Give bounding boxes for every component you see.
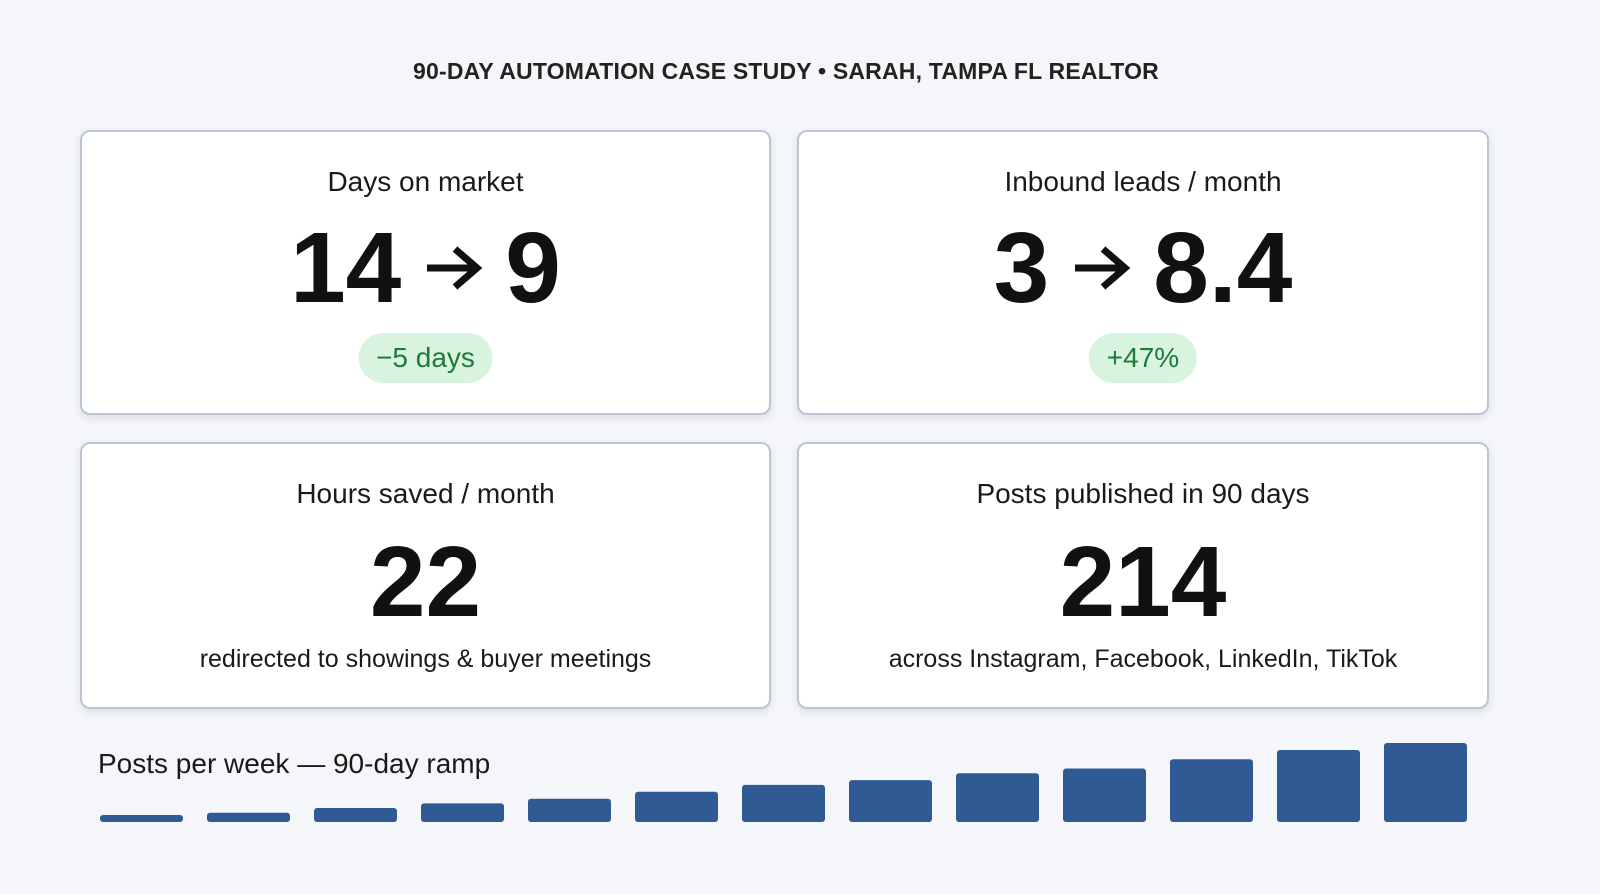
card-value: 214 (1059, 526, 1227, 638)
kpi-card: Posts published in 90 days 214 across In… (797, 442, 1489, 709)
card-value: 14 9 (82, 218, 769, 318)
bar (1384, 743, 1467, 822)
card-label: Hours saved / month (296, 478, 555, 509)
card-label: Posts published in 90 days (976, 478, 1310, 509)
bar (956, 773, 1039, 822)
bar (849, 780, 932, 822)
card-note: redirected to showings & buyer meetings (199, 645, 652, 673)
card-value: 3 8.4 (799, 218, 1487, 318)
kpi-card: Inbound leads / month 3 8.4 +47% (797, 130, 1489, 415)
arrow-icon (1075, 246, 1131, 290)
to-value: 8.4 (1153, 212, 1293, 324)
arrow-icon (427, 246, 483, 290)
to-value: 9 (505, 212, 561, 324)
page-title: 90-DAY AUTOMATION CASE STUDY • SARAH, TA… (413, 58, 1159, 84)
from-value: 14 (290, 212, 402, 324)
card-value: 22 (369, 526, 482, 638)
card-note: across Instagram, Facebook, LinkedIn, Ti… (888, 645, 1398, 673)
bar (100, 815, 183, 822)
from-value: 3 (993, 212, 1050, 324)
change-badge: −5 days (358, 333, 493, 383)
bar (421, 803, 504, 822)
bar (528, 798, 611, 822)
bar (314, 808, 397, 822)
kpi-card: Hours saved / month 22 redirected to sho… (80, 442, 771, 709)
change-badge: +47% (1088, 333, 1198, 383)
bar (1277, 749, 1360, 822)
bar (207, 812, 290, 822)
bar (635, 791, 718, 822)
bar (1063, 768, 1146, 822)
bar (742, 784, 825, 822)
card-label: Days on market (327, 166, 524, 197)
kpi-card: Days on market 14 9 −5 days (80, 130, 771, 415)
chart-title: Posts per week — 90-day ramp (98, 748, 491, 779)
card-label: Inbound leads / month (1004, 166, 1282, 197)
bar (1170, 759, 1253, 822)
